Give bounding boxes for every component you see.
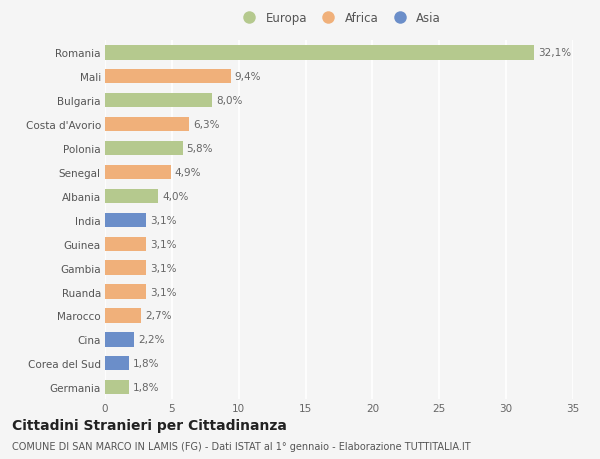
Text: 32,1%: 32,1% [538, 48, 571, 58]
Text: 3,1%: 3,1% [151, 215, 177, 225]
Bar [105, 285, 146, 299]
Text: 3,1%: 3,1% [151, 239, 177, 249]
Text: 3,1%: 3,1% [151, 263, 177, 273]
Bar [105, 189, 158, 204]
Bar [105, 46, 534, 61]
Bar [105, 308, 141, 323]
Text: 1,8%: 1,8% [133, 382, 160, 392]
Text: 3,1%: 3,1% [151, 287, 177, 297]
Bar [105, 94, 212, 108]
Legend: Europa, Africa, Asia: Europa, Africa, Asia [233, 8, 445, 28]
Text: 2,7%: 2,7% [145, 311, 172, 321]
Bar [105, 141, 182, 156]
Bar [105, 261, 146, 275]
Text: 1,8%: 1,8% [133, 358, 160, 369]
Text: 8,0%: 8,0% [216, 96, 242, 106]
Bar [105, 332, 134, 347]
Bar [105, 213, 146, 228]
Text: 9,4%: 9,4% [235, 72, 261, 82]
Bar [105, 380, 129, 395]
Text: 2,2%: 2,2% [139, 335, 165, 345]
Text: 4,9%: 4,9% [175, 168, 201, 178]
Text: 5,8%: 5,8% [187, 144, 213, 154]
Text: 4,0%: 4,0% [163, 191, 189, 202]
Text: Cittadini Stranieri per Cittadinanza: Cittadini Stranieri per Cittadinanza [12, 418, 287, 431]
Text: COMUNE DI SAN MARCO IN LAMIS (FG) - Dati ISTAT al 1° gennaio - Elaborazione TUTT: COMUNE DI SAN MARCO IN LAMIS (FG) - Dati… [12, 441, 470, 451]
Bar [105, 356, 129, 371]
Bar [105, 237, 146, 252]
Bar [105, 70, 230, 84]
Bar [105, 118, 189, 132]
Text: 6,3%: 6,3% [193, 120, 220, 130]
Bar [105, 165, 170, 180]
